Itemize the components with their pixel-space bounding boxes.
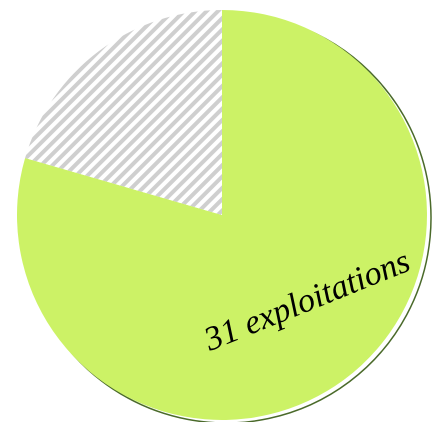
pie-slice <box>25 9 223 216</box>
pie-slice <box>16 10 428 421</box>
